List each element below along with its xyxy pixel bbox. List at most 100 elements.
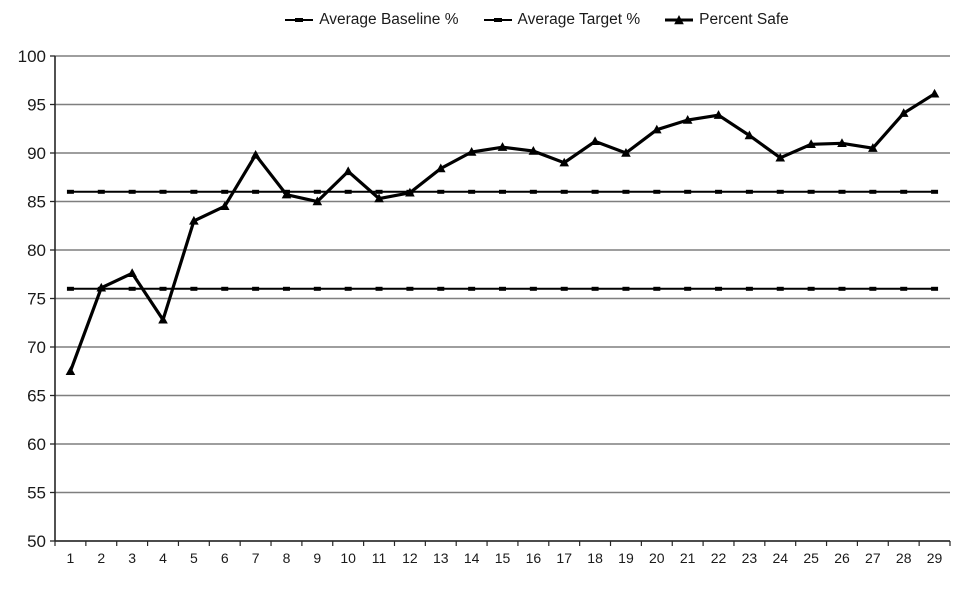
dash-line-marker-icon bbox=[483, 18, 512, 22]
y-tick-label: 70 bbox=[27, 338, 46, 357]
dash-marker-icon bbox=[900, 286, 908, 291]
dash-marker-icon bbox=[282, 286, 290, 291]
triangle-marker-icon bbox=[219, 201, 230, 211]
triangle-marker-icon bbox=[837, 138, 847, 147]
triangle-marker-icon bbox=[652, 124, 662, 134]
dash-marker-icon bbox=[128, 189, 136, 194]
triangle-marker-icon bbox=[713, 110, 724, 119]
x-tick-label: 2 bbox=[97, 550, 105, 566]
dash-marker-icon bbox=[190, 286, 198, 291]
triangle-marker-icon bbox=[65, 366, 76, 375]
dash-marker-icon bbox=[838, 286, 846, 291]
legend-item-average-baseline: Average Baseline % bbox=[284, 11, 459, 29]
x-tick-label: 22 bbox=[711, 550, 727, 566]
dash-marker-icon bbox=[869, 286, 877, 291]
legend-label-average-baseline: Average Baseline % bbox=[319, 11, 459, 28]
dash-marker-icon bbox=[931, 189, 939, 194]
dash-marker-icon bbox=[190, 189, 198, 194]
axes bbox=[54, 56, 950, 542]
y-tick-label: 75 bbox=[27, 290, 46, 309]
dash-marker-icon bbox=[715, 286, 723, 291]
dash-marker-icon bbox=[591, 189, 599, 194]
dash-marker-icon bbox=[560, 286, 568, 291]
triangle-marker-icon bbox=[435, 163, 446, 173]
legend-label-percent-safe: Percent Safe bbox=[699, 11, 789, 28]
chart-legend: Average Baseline % Average Target % Perc… bbox=[55, 11, 963, 29]
triangle-marker-icon bbox=[405, 187, 415, 197]
dash-line-marker-icon bbox=[285, 18, 314, 22]
x-tick-label: 19 bbox=[618, 550, 634, 566]
x-tick-label: 29 bbox=[927, 550, 943, 566]
y-tick-label: 90 bbox=[27, 144, 46, 163]
y-gridlines bbox=[55, 55, 950, 542]
triangle-marker-icon bbox=[806, 139, 816, 148]
triangle-marker-icon bbox=[744, 130, 755, 140]
dash-marker-icon bbox=[128, 286, 136, 291]
x-tick-label: 6 bbox=[221, 550, 229, 566]
triangle-marker-icon bbox=[528, 146, 539, 155]
x-tick-label: 15 bbox=[495, 550, 511, 566]
y-axis-ticks-and-labels: 50 55 60 65 70 75 80 85 90 95 100 bbox=[18, 47, 55, 551]
dash-marker-icon bbox=[807, 189, 815, 194]
triangle-marker-icon bbox=[929, 88, 940, 98]
dash-marker-icon bbox=[715, 189, 723, 194]
x-tick-label: 17 bbox=[556, 550, 572, 566]
x-tick-label: 25 bbox=[803, 550, 819, 566]
series-average-target bbox=[66, 189, 939, 194]
dash-marker-icon bbox=[313, 286, 321, 291]
triangle-marker-icon bbox=[343, 166, 353, 176]
dash-marker-icon bbox=[344, 189, 352, 194]
dash-marker-icon bbox=[66, 189, 74, 194]
dash-marker-icon bbox=[159, 286, 167, 291]
dash-marker-icon bbox=[406, 286, 414, 291]
y-tick-label: 100 bbox=[18, 47, 46, 66]
x-tick-label: 11 bbox=[372, 550, 387, 566]
dash-marker-icon bbox=[344, 286, 352, 291]
dash-marker-icon bbox=[468, 286, 476, 291]
triangle-marker-icon bbox=[590, 136, 600, 146]
triangle-marker-icon bbox=[250, 149, 261, 159]
y-tick-label: 85 bbox=[27, 193, 46, 212]
x-axis-ticks-and-labels: 1 2 3 4 5 6 7 8 9 10 11 12 13 14 15 16 17 18 19 20 21 22 23 24 2… bbox=[54, 541, 951, 566]
x-tick-label: 3 bbox=[128, 550, 136, 566]
triangle-marker-icon bbox=[497, 142, 508, 151]
x-tick-label: 16 bbox=[526, 550, 542, 566]
x-tick-label: 26 bbox=[834, 550, 850, 566]
dash-marker-icon bbox=[252, 286, 260, 291]
series-average-baseline bbox=[66, 286, 939, 291]
triangle-marker-icon bbox=[466, 147, 477, 156]
dash-marker-icon bbox=[653, 286, 661, 291]
y-tick-label: 50 bbox=[27, 532, 46, 551]
triangle-marker-icon bbox=[682, 115, 693, 124]
dash-marker-icon bbox=[560, 189, 568, 194]
dash-marker-icon bbox=[313, 189, 321, 194]
x-tick-label: 23 bbox=[742, 550, 758, 566]
y-tick-label: 55 bbox=[27, 484, 46, 503]
series-percent-safe bbox=[65, 88, 940, 375]
dash-marker-icon bbox=[499, 286, 506, 291]
triangle-line-marker-icon bbox=[665, 15, 694, 25]
dash-marker-icon bbox=[66, 286, 74, 291]
triangle-marker-icon bbox=[281, 189, 292, 199]
dash-marker-icon bbox=[622, 286, 630, 291]
dash-marker-icon bbox=[529, 189, 537, 194]
x-tick-label: 14 bbox=[464, 550, 480, 566]
legend-item-percent-safe: Percent Safe bbox=[664, 11, 789, 29]
x-tick-label: 20 bbox=[649, 550, 665, 566]
dash-marker-icon bbox=[684, 189, 692, 194]
legend-label-average-target: Average Target % bbox=[517, 11, 641, 28]
x-tick-label: 24 bbox=[772, 550, 788, 566]
x-tick-label: 12 bbox=[402, 550, 418, 566]
triangle-marker-icon bbox=[374, 193, 384, 203]
x-tick-label: 5 bbox=[190, 550, 198, 566]
dash-marker-icon bbox=[591, 286, 599, 291]
y-tick-label: 65 bbox=[27, 387, 46, 406]
x-tick-label: 8 bbox=[283, 550, 291, 566]
triangle-marker-icon bbox=[621, 148, 631, 157]
x-tick-label: 28 bbox=[896, 550, 912, 566]
dash-marker-icon bbox=[684, 286, 692, 291]
dash-marker-icon bbox=[838, 189, 846, 194]
dash-marker-icon bbox=[437, 189, 445, 194]
triangle-marker-icon bbox=[775, 152, 786, 162]
triangle-marker-icon bbox=[898, 108, 909, 117]
